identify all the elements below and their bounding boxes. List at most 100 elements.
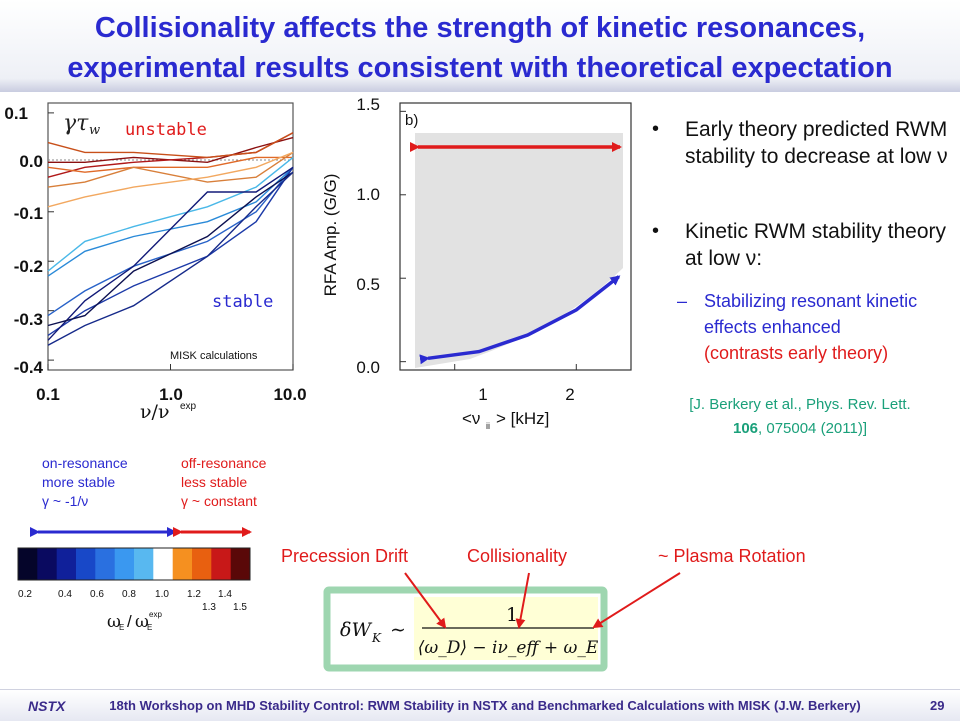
panel-label: b) bbox=[405, 112, 418, 129]
label-collisionality: Collisionality bbox=[467, 546, 568, 566]
sub-dash: – bbox=[677, 291, 688, 311]
left-chart: 0.1 0.0 -0.1 -0.2 -0.3 -0.4 γτ w unstabl… bbox=[4, 102, 307, 423]
reference-rest: , 075004 (2011)] bbox=[758, 420, 867, 437]
bullet-2-text: Kinetic RWM stability theory at low ν: bbox=[685, 220, 947, 270]
left-chart-ticks bbox=[47, 112, 294, 370]
cbar-axis-label-2: ω bbox=[135, 612, 149, 632]
label-precession-drift: Precession Drift bbox=[281, 546, 409, 566]
collisionality-arrow bbox=[515, 572, 530, 629]
y-symbol: γτ bbox=[63, 111, 89, 136]
rxtick-2: 2 bbox=[565, 385, 574, 404]
cbar-tick-0.2: 0.2 bbox=[18, 589, 32, 600]
label-unstable: unstable bbox=[125, 120, 207, 140]
off-resonance-line-1: off-resonance bbox=[181, 455, 267, 471]
cbar-tick-1.4: 1.4 bbox=[218, 589, 232, 600]
label-stable: stable bbox=[212, 292, 273, 312]
right-xlabel-tail: > [kHz] bbox=[496, 409, 549, 428]
right-xlabel-sub: ii bbox=[486, 421, 490, 431]
formula-lhs: δW bbox=[340, 619, 372, 641]
sub-bullet-red: (contrasts early theory) bbox=[704, 343, 889, 363]
on-resonance-text: on-resonance more stable γ ~ -1/ν bbox=[42, 454, 128, 511]
rxtick-1: 1 bbox=[478, 385, 487, 404]
bullet-dot: • bbox=[652, 118, 660, 140]
rytick-1.0: 1.0 bbox=[356, 185, 380, 204]
ytick--0.1: -0.1 bbox=[14, 204, 43, 223]
xtick-1.0: 1.0 bbox=[159, 385, 183, 404]
ytick--0.3: -0.3 bbox=[14, 310, 43, 329]
series-line-12 bbox=[47, 171, 294, 346]
colorbar-swatch-7 bbox=[153, 548, 174, 580]
cbar-axis-slash: / bbox=[127, 612, 132, 631]
cbar-axis-sup: exp bbox=[149, 610, 162, 619]
page-number: 29 bbox=[930, 698, 945, 713]
cbar-axis-sub-2: E bbox=[147, 623, 152, 632]
series-line-2 bbox=[47, 132, 294, 159]
cbar-axis-sub: E bbox=[119, 623, 124, 632]
left-xlabel: ν/ν bbox=[140, 401, 170, 423]
reference-line-2: 106, 075004 (2011)] bbox=[650, 420, 950, 437]
right-xlabel: <ν bbox=[462, 409, 480, 428]
cbar-tick-0.8: 0.8 bbox=[122, 589, 136, 600]
right-chart: b) 1.5 1.0 0.5 0.0 RFA Amp. (G/G) 1 2 <ν… bbox=[321, 95, 632, 431]
rytick-0.0: 0.0 bbox=[356, 358, 380, 377]
series-line-10 bbox=[47, 166, 294, 341]
right-chart-ticks bbox=[400, 110, 577, 370]
right-ylabel: RFA Amp. (G/G) bbox=[321, 174, 340, 297]
off-resonance-line-3: γ ~ constant bbox=[181, 493, 257, 509]
bullet-dot: • bbox=[652, 220, 660, 242]
footer-text: 18th Workshop on MHD Stability Control: … bbox=[109, 698, 861, 713]
colorbar-legend: 0.2 0.4 0.6 0.8 1.0 1.2 1.4 1.3 1.5 ω E … bbox=[17, 527, 252, 632]
cbar-axis-label: ω bbox=[107, 612, 121, 632]
xtick-0.1: 0.1 bbox=[36, 385, 60, 404]
colorbar-frame bbox=[17, 547, 251, 581]
precession-arrow bbox=[404, 572, 447, 629]
off-resonance-line-2: less stable bbox=[181, 474, 248, 490]
colorbar-swatch-1 bbox=[37, 548, 58, 580]
left-chart-series bbox=[47, 132, 294, 346]
rotation-arrow bbox=[592, 572, 681, 629]
on-resonance-line-3: γ ~ -1/ν bbox=[42, 493, 89, 509]
formula-box: δW K ∼ 1 ⟨ω_D⟩ − iν_eff + ω_E bbox=[323, 572, 681, 672]
on-resonance-line-1: on-resonance bbox=[42, 455, 128, 471]
resonance-curve-arrow bbox=[419, 275, 621, 365]
ytick-0.0: 0.0 bbox=[19, 152, 43, 171]
rytick-0.5: 0.5 bbox=[356, 275, 380, 294]
cbar-tick-0.6: 0.6 bbox=[90, 589, 104, 600]
formula-lhs-sub: K bbox=[371, 631, 382, 645]
colorbar-swatch-9 bbox=[192, 548, 212, 580]
series-line-4 bbox=[47, 151, 294, 188]
left-xlabel-sup: exp bbox=[180, 401, 197, 412]
series-line-11 bbox=[47, 171, 294, 327]
title-bar bbox=[0, 0, 960, 92]
left-chart-frame bbox=[47, 102, 294, 371]
series-line-5 bbox=[47, 151, 294, 208]
sub-bullet-blue: Stabilizing resonant kinetic effects enh… bbox=[704, 291, 918, 337]
y-symbol-sub: w bbox=[89, 123, 100, 138]
series-line-9 bbox=[47, 166, 294, 336]
formula-denominator: ⟨ω_D⟩ − iν_eff + ω_E bbox=[418, 638, 599, 658]
colorbar-swatch-0 bbox=[18, 548, 38, 580]
colorbar-swatch-11 bbox=[230, 548, 251, 580]
nstx-logo-text: NSTX bbox=[28, 698, 66, 714]
series-line-6 bbox=[47, 156, 294, 272]
colorbar-swatch-5 bbox=[114, 548, 135, 580]
cbar-tick-1.2: 1.2 bbox=[187, 589, 201, 600]
off-resonance-text: off-resonance less stable γ ~ constant bbox=[181, 454, 266, 511]
colorbar-swatch-4 bbox=[95, 548, 116, 580]
ytick--0.4: -0.4 bbox=[14, 358, 44, 377]
cbar-tick-0.4: 0.4 bbox=[58, 589, 72, 600]
slide-title-line-2: experimental results consistent with the… bbox=[67, 52, 893, 84]
reference-vol: 106 bbox=[732, 420, 759, 437]
formula-sim: ∼ bbox=[390, 619, 406, 641]
on-resonance-line-2: more stable bbox=[42, 474, 116, 490]
formula-numerator: 1 bbox=[506, 604, 518, 626]
cbar-tick-1.0: 1.0 bbox=[155, 589, 169, 600]
colorbar-swatch-3 bbox=[76, 548, 96, 580]
colorbar-swatch-6 bbox=[134, 548, 154, 580]
colorbar bbox=[17, 547, 251, 581]
cbar-tick-1.3: 1.3 bbox=[202, 602, 216, 613]
colorbar-swatch-8 bbox=[172, 548, 193, 580]
cbar-tick-1.5: 1.5 bbox=[233, 602, 247, 613]
xtick-10.0: 10.0 bbox=[273, 385, 306, 404]
bullet-1-text: Early theory predicted RWM stability to … bbox=[685, 118, 948, 168]
